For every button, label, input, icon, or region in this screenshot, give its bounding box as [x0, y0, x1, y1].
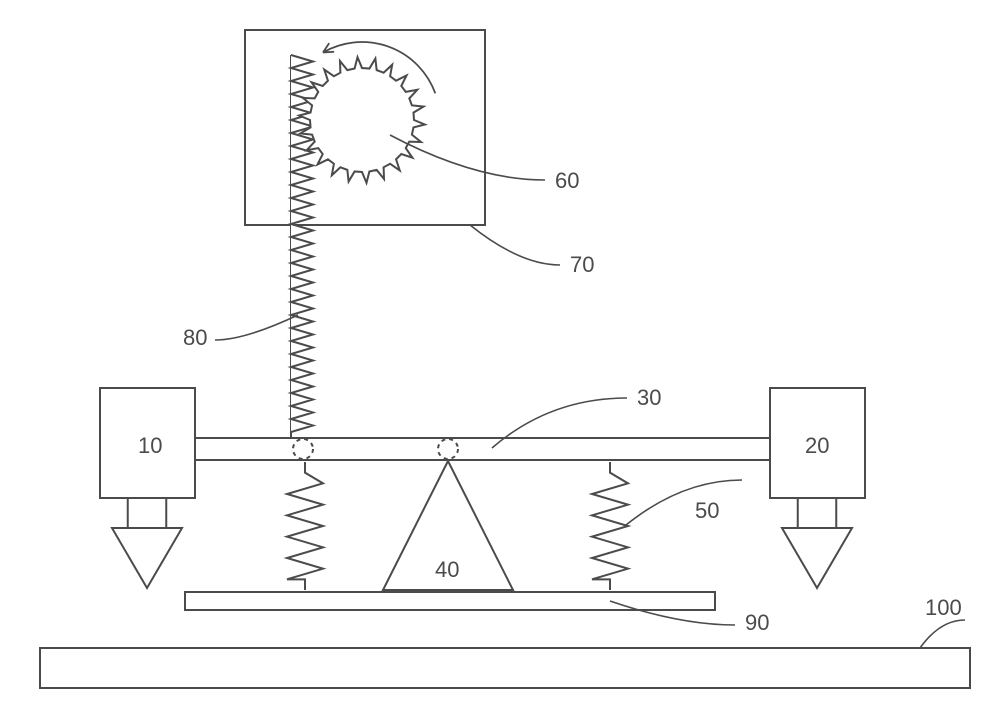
ref-label: 90: [745, 610, 769, 635]
ref-label: 60: [555, 168, 579, 193]
ref-label: 30: [637, 385, 661, 410]
spring-right: [592, 462, 628, 590]
ref-label: 20: [805, 433, 829, 458]
diagram-canvas: 10 20 30 40 50 60 70 80 90 100: [0, 0, 1000, 725]
ref-label: 40: [435, 557, 459, 582]
ref-label: 80: [183, 325, 207, 350]
support-platform: [185, 592, 715, 610]
ref-label: 10: [138, 433, 162, 458]
ref-label: 100: [925, 595, 962, 620]
ref-label: 50: [695, 498, 719, 523]
spring-left: [287, 462, 323, 590]
base-slab: [40, 648, 970, 688]
balance-beam: [125, 438, 840, 460]
ref-label: 70: [570, 252, 594, 277]
